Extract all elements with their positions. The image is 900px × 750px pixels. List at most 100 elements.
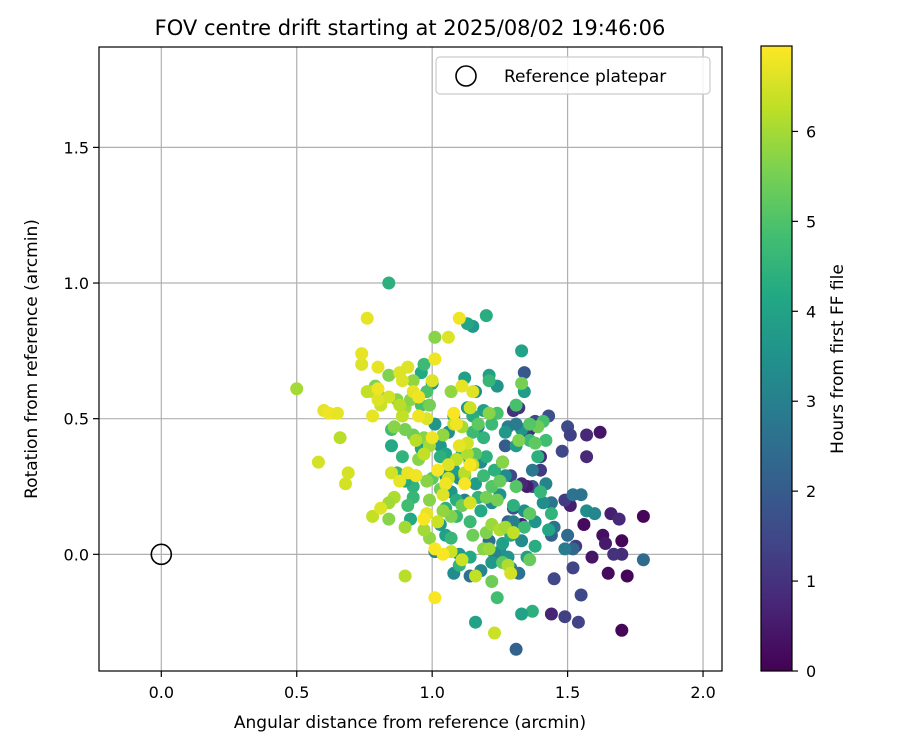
y-tick-label: 0.5 <box>64 410 89 429</box>
reference-marker <box>150 543 173 566</box>
scatter-point <box>474 504 488 518</box>
scatter-point <box>515 607 529 621</box>
scatter-point <box>431 463 445 477</box>
scatter-point <box>477 431 491 445</box>
scatter-point <box>509 417 523 431</box>
scatter-point <box>423 493 436 507</box>
scatter-point <box>469 569 482 583</box>
scatter-point <box>441 330 455 344</box>
scatter-point <box>355 357 369 371</box>
scatter-point <box>469 477 482 491</box>
scatter-point <box>563 428 577 442</box>
colorbar-gradient <box>761 46 792 671</box>
x-axis-ticks: 0.0 0.5 1.0 1.5 2.0 <box>149 671 716 702</box>
scatter-point <box>417 523 431 537</box>
scatter-point <box>469 615 482 629</box>
scatter-point <box>523 553 537 567</box>
scatter-point <box>523 417 537 431</box>
scatter-point <box>496 455 510 469</box>
scatter-point <box>561 528 575 542</box>
scatter-point <box>547 572 561 586</box>
colorbar-ticks: 0 1 2 3 4 5 6 <box>792 122 816 681</box>
colorbar-tick-label: 0 <box>806 662 816 681</box>
scatter-point <box>406 374 420 388</box>
scatter-point <box>515 376 529 390</box>
scatter-point <box>387 420 401 434</box>
x-tick-label: 0.0 <box>149 683 174 702</box>
scatter-point <box>436 428 450 442</box>
scatter-point <box>385 466 398 480</box>
x-tick-label: 1.5 <box>555 683 580 702</box>
scatter-point <box>339 477 352 491</box>
scatter-point <box>620 569 634 583</box>
scatter-point <box>485 556 499 569</box>
scatter-point <box>509 398 523 412</box>
scatter-point <box>580 428 594 442</box>
x-tick-label: 0.5 <box>284 683 309 702</box>
scatter-point <box>371 393 385 407</box>
scatter-point <box>333 431 347 445</box>
colorbar-label: Hours from first FF file <box>828 264 848 454</box>
scatter-point <box>444 531 458 545</box>
scatter-point <box>360 311 374 325</box>
y-axis-ticks: 0.0 0.5 1.0 1.5 <box>64 138 99 564</box>
scatter-point <box>311 455 325 469</box>
scatter-point <box>463 401 477 415</box>
scatter-point <box>482 374 496 388</box>
scatter-point <box>577 518 591 531</box>
scatter-point <box>290 382 304 396</box>
scatter-point <box>542 523 556 537</box>
legend-entry: Reference platepar <box>504 67 666 87</box>
scatter-point <box>401 499 415 512</box>
scatter-point <box>455 379 469 393</box>
scatter-point <box>490 493 504 507</box>
grid <box>99 47 722 671</box>
scatter-point <box>504 566 518 580</box>
scatter-point <box>398 520 412 534</box>
scatter-point <box>393 398 407 412</box>
scatter-point <box>558 542 572 556</box>
scatter-point <box>436 547 450 561</box>
scatter-point <box>574 588 588 602</box>
scatter-point <box>515 344 529 358</box>
scatter-point <box>330 406 344 420</box>
scatter-point <box>463 515 477 529</box>
scatter-point <box>566 488 580 502</box>
data-points <box>290 276 650 656</box>
scatter-point <box>528 436 542 450</box>
scatter-point <box>488 626 501 640</box>
colorbar-tick-label: 4 <box>806 302 816 321</box>
scatter-point <box>544 507 558 521</box>
x-tick-label: 1.0 <box>419 683 444 702</box>
scatter-point <box>417 512 431 526</box>
scatter-point <box>528 539 542 553</box>
x-tick-label: 2.0 <box>690 683 715 702</box>
scatter-point <box>506 526 520 540</box>
scatter-point <box>385 439 398 453</box>
scatter-point <box>493 474 507 488</box>
scatter-point <box>393 474 407 488</box>
scatter-point <box>409 469 423 483</box>
scatter-point <box>612 512 626 526</box>
scatter-point <box>466 385 480 399</box>
plot-frame <box>98 46 723 672</box>
scatter-point <box>398 423 412 436</box>
scatter-point <box>477 469 491 483</box>
scatter-point <box>409 433 423 447</box>
scatter-point <box>515 534 529 548</box>
scatter-point <box>509 642 523 656</box>
scatter-point <box>615 534 629 548</box>
scatter-point <box>498 425 512 439</box>
scatter-point <box>593 425 607 439</box>
scatter-point <box>531 450 545 464</box>
scatter-point <box>490 591 504 605</box>
scatter-point <box>452 439 466 453</box>
scatter-point <box>452 311 466 325</box>
scatter-point <box>463 496 477 510</box>
scatter-point <box>636 509 650 523</box>
scatter-point <box>412 409 426 423</box>
scatter-point <box>428 591 442 605</box>
scatter-point <box>436 504 450 518</box>
